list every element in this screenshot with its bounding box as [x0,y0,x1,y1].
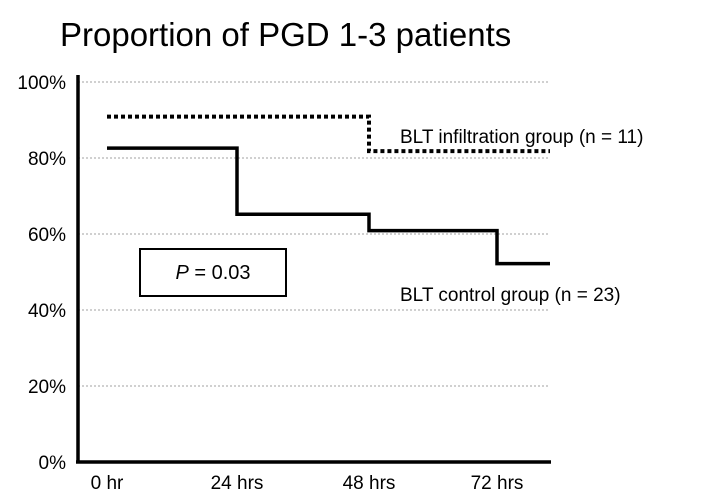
x-tick-labels: 0 hr 24 hrs 48 hrs 72 hrs [91,473,524,494]
series-label-infiltration: BLT infiltration group (n = 11) [400,127,643,148]
p-value-frame [139,248,287,297]
x-tick-label: 48 hrs [343,473,396,494]
p-value-box: P = 0.03 [139,248,287,297]
y-tick-label: 60% [28,225,66,246]
y-tick-label: 20% [28,377,66,398]
y-tick-label: 100% [17,73,66,94]
y-tick-label: 40% [28,301,66,322]
x-tick-label: 72 hrs [471,473,524,494]
y-tick-label: 0% [39,453,67,474]
chart-title: Proportion of PGD 1-3 patients [60,16,511,53]
x-tick-label: 0 hr [91,473,124,494]
y-tick-labels: 0% 20% 40% 60% 80% 100% [17,73,66,474]
p-value-annotation: P = 0.03 [175,262,250,284]
series-line-infiltration [107,114,550,154]
x-tick-label: 24 hrs [211,473,264,494]
series-line-control [107,146,550,266]
series-label-control: BLT control group (n = 23) [400,285,621,306]
series-lines [107,114,550,266]
y-tick-label: 80% [28,149,66,170]
